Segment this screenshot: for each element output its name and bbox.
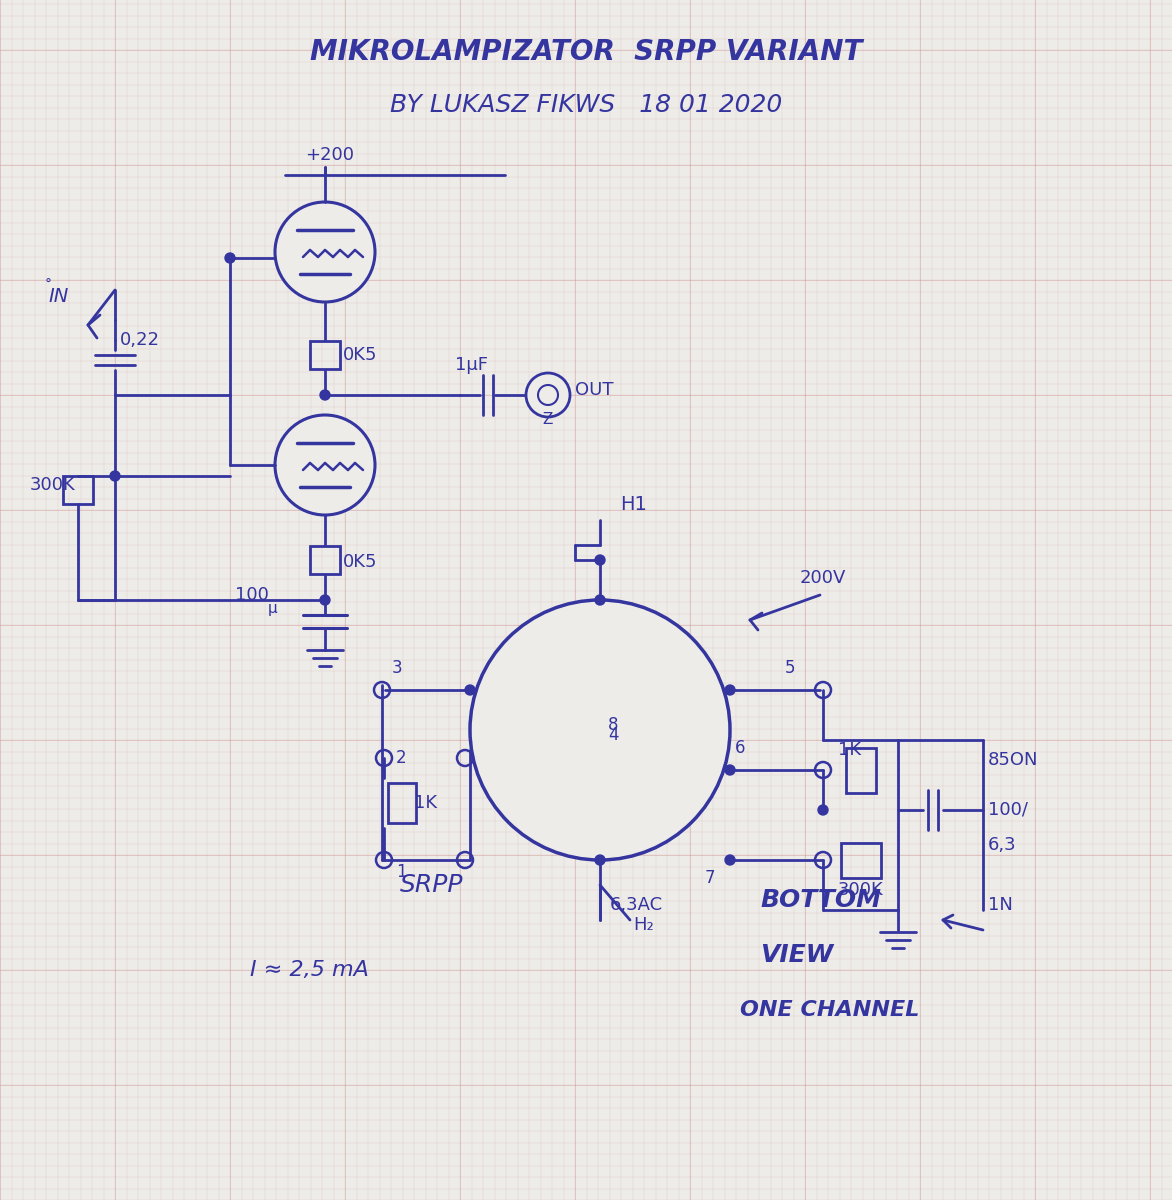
Text: IN: IN — [48, 288, 68, 306]
Text: 5: 5 — [785, 659, 796, 677]
Circle shape — [275, 202, 375, 302]
Text: BY LUKASZ FIKWS   18 01 2020: BY LUKASZ FIKWS 18 01 2020 — [390, 92, 782, 116]
Circle shape — [470, 600, 730, 860]
Text: 0K5: 0K5 — [343, 346, 377, 364]
Circle shape — [595, 554, 605, 565]
Circle shape — [465, 685, 475, 695]
Text: μ: μ — [268, 600, 278, 616]
Bar — [388, 782, 416, 823]
Bar — [311, 546, 340, 574]
Text: 1N: 1N — [988, 896, 1013, 914]
Text: 200V: 200V — [800, 569, 846, 587]
Circle shape — [818, 805, 827, 815]
Text: H₂: H₂ — [633, 916, 654, 934]
Text: Z: Z — [541, 413, 552, 427]
Text: 1: 1 — [396, 863, 407, 881]
Text: OUT: OUT — [575, 382, 613, 398]
Bar — [311, 341, 340, 370]
Text: SRPP: SRPP — [400, 874, 463, 898]
Text: 6: 6 — [735, 739, 745, 757]
Text: ONE CHANNEL: ONE CHANNEL — [740, 1000, 919, 1020]
Circle shape — [595, 595, 605, 605]
Circle shape — [320, 390, 331, 400]
Text: 1K: 1K — [414, 794, 437, 812]
Circle shape — [725, 854, 735, 865]
Text: 3: 3 — [391, 659, 403, 677]
Text: 7: 7 — [706, 869, 715, 887]
Text: VIEW: VIEW — [759, 943, 833, 967]
Circle shape — [320, 595, 331, 605]
Text: BOTTOM: BOTTOM — [759, 888, 881, 912]
Text: 300K: 300K — [30, 476, 76, 494]
Text: °: ° — [45, 278, 52, 292]
Text: H1: H1 — [620, 496, 647, 515]
Circle shape — [110, 470, 120, 481]
Circle shape — [595, 854, 605, 865]
Circle shape — [526, 373, 570, 416]
Circle shape — [225, 253, 236, 263]
Circle shape — [275, 415, 375, 515]
Text: 0,22: 0,22 — [120, 331, 161, 349]
Text: I ≈ 2,5 mA: I ≈ 2,5 mA — [250, 960, 369, 980]
Text: 8: 8 — [608, 716, 619, 734]
Bar — [841, 842, 881, 877]
Text: 6,3AC: 6,3AC — [609, 896, 663, 914]
Text: 4: 4 — [608, 726, 619, 744]
Text: 300K: 300K — [838, 881, 884, 899]
Text: 100: 100 — [236, 586, 268, 604]
Text: 0K5: 0K5 — [343, 553, 377, 571]
Text: 1μF: 1μF — [455, 356, 488, 374]
Bar — [63, 476, 93, 504]
Circle shape — [725, 685, 735, 695]
Text: 6,3: 6,3 — [988, 836, 1016, 854]
Bar — [846, 748, 875, 792]
Text: 100/: 100/ — [988, 802, 1028, 818]
Text: 85ON: 85ON — [988, 751, 1038, 769]
Text: 2: 2 — [396, 749, 407, 767]
Text: MIKROLAMPIZATOR  SRPP VARIANT: MIKROLAMPIZATOR SRPP VARIANT — [309, 38, 863, 66]
Circle shape — [725, 766, 735, 775]
Text: 1K: 1K — [838, 740, 861, 758]
Text: +200: +200 — [305, 146, 354, 164]
